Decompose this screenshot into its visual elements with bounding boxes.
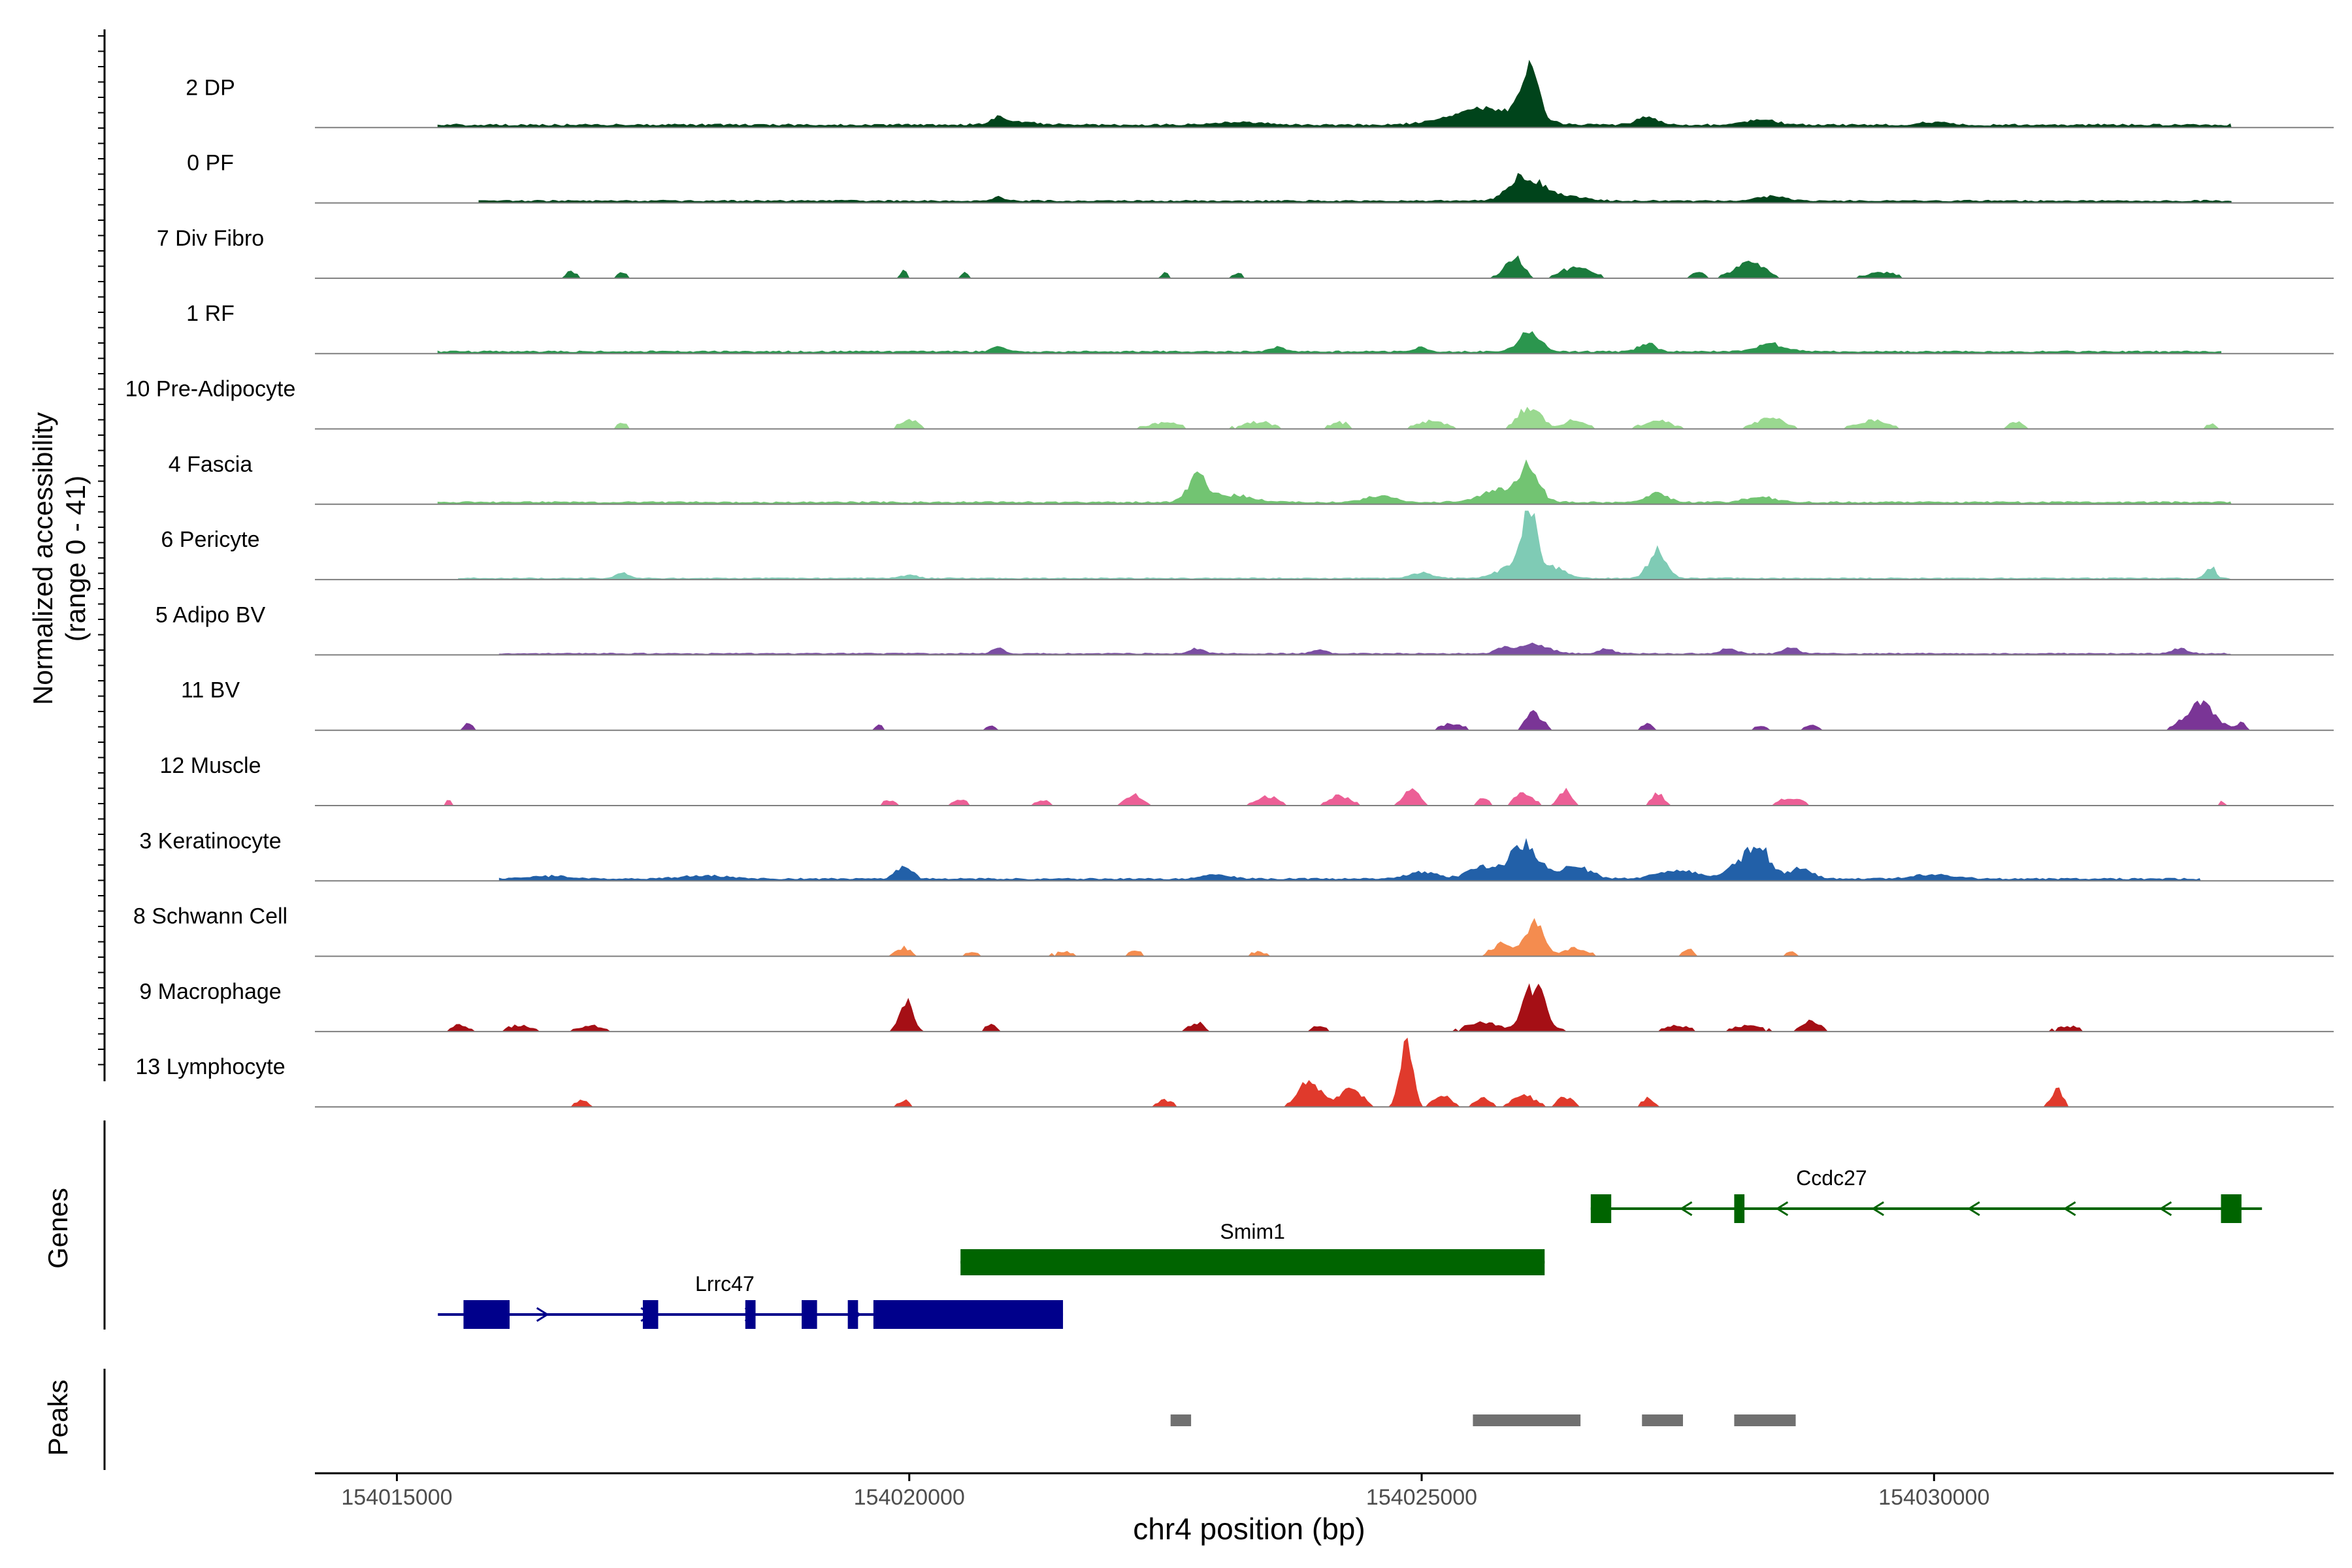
coverage-area: [498, 642, 2232, 655]
y-axis-label-line2: (range 0 - 41): [60, 476, 91, 642]
x-axis-title: chr4 position (bp): [1133, 1512, 1365, 1546]
track-5-adipo-bv: 5 Adipo BV: [155, 602, 2334, 656]
gene-exon: [1590, 1194, 1612, 1223]
coverage-area: [437, 331, 2221, 354]
coverage-area: [458, 510, 2232, 580]
track-4-fascia: 4 Fascia: [169, 452, 2334, 505]
x-tick-label: 154030000: [1878, 1485, 1989, 1510]
track-label: 13 Lymphocyte: [135, 1054, 285, 1079]
track-label: 8 Schwann Cell: [133, 904, 287, 929]
peak-region: [1170, 1414, 1192, 1426]
track-6-pericyte: 6 Pericyte: [161, 510, 2334, 581]
coverage-area: [438, 983, 2108, 1032]
x-tick-label: 154020000: [854, 1485, 965, 1510]
track-label: 0 PF: [187, 151, 234, 176]
gene-exon: [802, 1300, 817, 1329]
gene-name-label: Ccdc27: [1796, 1166, 1867, 1190]
gene-ccdc27: Ccdc27: [1590, 1166, 2262, 1223]
strand-arrow-icon: [2159, 1201, 2172, 1217]
gene-exon: [642, 1300, 659, 1329]
track-label: 7 Div Fibro: [157, 226, 264, 251]
coverage-area: [498, 838, 2201, 881]
coverage-area: [438, 787, 2232, 806]
track-2-dp: 2 DP: [186, 59, 2334, 129]
track-label: 12 Muscle: [160, 753, 261, 778]
track-7-div-fibro: 7 Div Fibro: [157, 226, 2334, 279]
gene-smim1: Smim1: [960, 1220, 1545, 1275]
strand-arrow-icon: [1775, 1201, 1789, 1217]
y-axis-label-line1: Normalized accessibility: [27, 412, 58, 705]
x-tick-label: 154015000: [341, 1485, 452, 1510]
coverage-area: [437, 59, 2232, 128]
track-label: 10 Pre-Adipocyte: [125, 377, 296, 402]
gene-exon: [873, 1300, 1064, 1329]
coverage-area: [570, 1037, 2078, 1107]
track-3-keratinocyte: 3 Keratinocyte: [139, 828, 2334, 882]
track-label: 2 DP: [186, 75, 235, 100]
coverage-area: [437, 459, 2232, 505]
track-label: 5 Adipo BV: [155, 602, 266, 627]
track-8-schwann-cell: 8 Schwann Cell: [133, 904, 2334, 957]
peaks-panel-label: Peaks: [42, 1380, 73, 1456]
track-11-bv: 11 BV: [181, 678, 2334, 731]
track-13-lymphocyte: 13 Lymphocyte: [135, 1037, 2334, 1108]
track-label: 1 RF: [186, 301, 235, 326]
x-axis: 154015000 154020000 154025000 154030000: [98, 29, 2334, 1510]
track-12-muscle: 12 Muscle: [160, 753, 2334, 806]
track-label: 3 Keratinocyte: [139, 828, 281, 853]
coverage-area: [458, 918, 1985, 957]
coverage-area: [478, 172, 2232, 204]
genes-panel-label: Genes: [42, 1188, 73, 1269]
gene-exon: [960, 1249, 1545, 1275]
gene-exon: [463, 1300, 510, 1329]
track-label: 6 Pericyte: [161, 527, 259, 552]
gene-exon: [745, 1300, 756, 1329]
x-tick-label: 154025000: [1366, 1485, 1477, 1510]
peak-region: [1734, 1414, 1796, 1426]
gene-annotation-panel: Lrrc47 Smim1 Ccdc27: [103, 1120, 2262, 1330]
strand-arrow-icon: [2063, 1201, 2076, 1217]
track-label: 9 Macrophage: [139, 979, 281, 1004]
strand-arrow-icon: [1871, 1201, 1884, 1217]
gene-lrrc47: Lrrc47: [438, 1272, 1064, 1329]
coverage-area: [602, 406, 2232, 430]
track-label: 11 BV: [181, 678, 240, 703]
track-0-pf: 0 PF: [187, 151, 2334, 204]
gene-name-label: Smim1: [1220, 1220, 1285, 1243]
gene-name-label: Lrrc47: [695, 1272, 755, 1296]
track-10-pre-adipocyte: 10 Pre-Adipocyte: [125, 377, 2334, 430]
strand-arrow-icon: [1679, 1201, 1693, 1217]
peak-region: [1642, 1414, 1683, 1426]
gene-exon: [1734, 1194, 1745, 1223]
gene-exon: [2221, 1194, 2242, 1223]
track-9-macrophage: 9 Macrophage: [139, 979, 2334, 1032]
gene-exon: [847, 1300, 858, 1329]
coverage-tracks: 2 DP 0 PF 7 Div Fibro 1 RF 10 Pre-Adipocyte 4…: [125, 59, 2334, 1108]
strand-arrow-icon: [1967, 1201, 1980, 1217]
coverage-area: [448, 700, 2252, 731]
coverage-area: [540, 255, 1996, 279]
strand-arrow-icon: [536, 1307, 549, 1322]
track-label: 4 Fascia: [169, 452, 253, 477]
track-1-rf: 1 RF: [186, 301, 2334, 355]
peak-region: [1473, 1414, 1581, 1426]
peaks-panel: [103, 1369, 1796, 1470]
